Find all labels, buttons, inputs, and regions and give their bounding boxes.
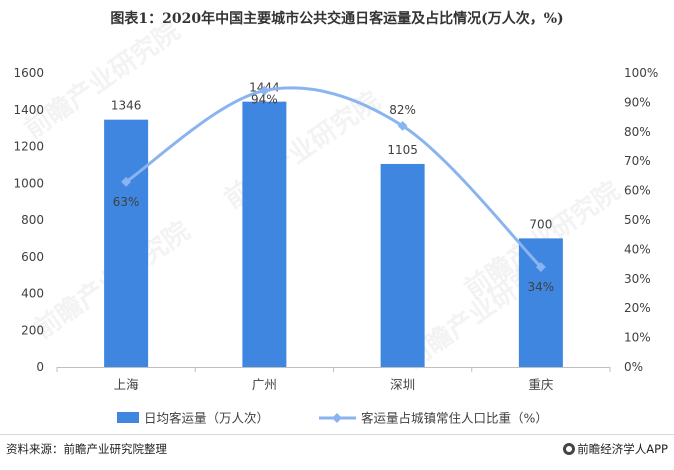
bar-value-label: 700	[529, 217, 552, 231]
y-right-tick-label: 0%	[624, 360, 643, 374]
y-left-tick-label: 1000	[13, 176, 44, 190]
bar-value-label: 1346	[111, 99, 142, 113]
y-right-tick-label: 40%	[624, 242, 651, 256]
legend-line-label: 客运量占城镇常住人口比重（%）	[361, 411, 548, 426]
y-left-tick-label: 200	[21, 323, 44, 337]
bar-value-label: 1105	[387, 143, 418, 157]
y-right-tick-label: 60%	[624, 184, 651, 198]
line-value-label: 82%	[389, 103, 416, 117]
y-right-tick-label: 80%	[624, 125, 651, 139]
line-point	[121, 176, 132, 187]
y-right-tick-label: 70%	[624, 154, 651, 168]
x-tick-label: 广州	[252, 377, 277, 392]
y-left-tick-label: 400	[21, 287, 44, 301]
series-line	[125, 86, 542, 269]
bar	[380, 163, 425, 367]
y-left-tick-label: 1200	[13, 140, 44, 154]
y-left-tick-label: 0	[36, 360, 44, 374]
y-right-tick-label: 20%	[624, 301, 651, 315]
brand-label: 前瞻经济学人APP	[563, 441, 668, 457]
legend-bar-swatch	[117, 412, 139, 423]
y-right-tick-label: 30%	[624, 272, 651, 286]
y-right-tick-label: 100%	[624, 66, 658, 80]
line-value-label: 63%	[113, 195, 140, 209]
line-value-label: 34%	[528, 280, 555, 294]
y-right-tick-label: 90%	[624, 95, 651, 109]
y-left-tick-label: 1400	[13, 103, 44, 117]
x-tick-label: 深圳	[390, 377, 415, 392]
y-left-tick-label: 800	[21, 213, 44, 227]
brand-logo-icon	[563, 443, 576, 455]
x-tick-label: 上海	[114, 377, 140, 392]
y-left-tick-label: 1600	[13, 66, 44, 80]
y-left-tick-label: 600	[21, 250, 44, 264]
bar	[518, 238, 563, 367]
legend-line-marker	[332, 413, 342, 423]
legend-bar-label: 日均客运量（万人次）	[144, 411, 269, 426]
y-right-tick-label: 50%	[624, 213, 651, 227]
footer-divider	[0, 434, 674, 435]
y-right-tick-label: 10%	[624, 331, 651, 345]
combo-chart: 0 200 400 600 800 1000 1200 1400 1600 0% 10% 20% 30%…	[13, 66, 658, 426]
brand-text: 前瞻经济学人APP	[577, 442, 668, 456]
x-tick-label: 重庆	[528, 377, 554, 392]
bar	[104, 119, 149, 367]
chart-title: 图表1：2020年中国主要城市公共交通日客运量及占比情况(万人次，%)	[110, 11, 564, 27]
bar	[242, 101, 287, 367]
line-point	[535, 262, 546, 272]
source-note: 资料来源：前瞻产业研究院整理	[6, 442, 167, 456]
line-value-label: 94%	[251, 93, 278, 107]
